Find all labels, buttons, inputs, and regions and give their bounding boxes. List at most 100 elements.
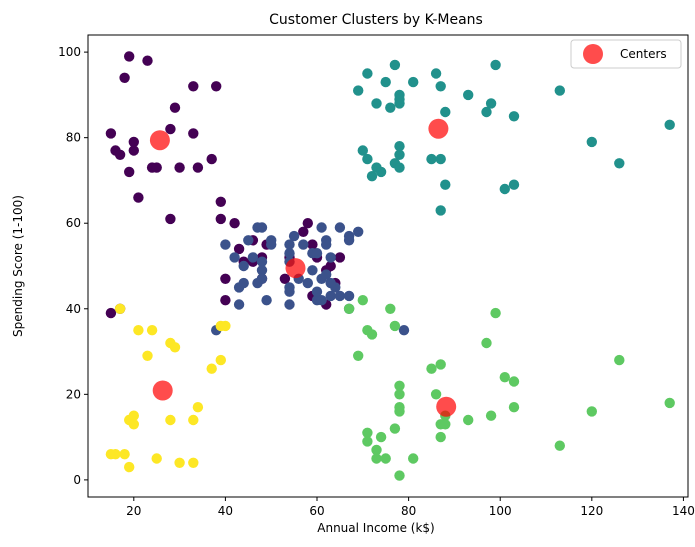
y-tick-label: 60	[66, 216, 81, 230]
data-point-cluster-2	[366, 171, 378, 182]
data-point-cluster-4	[188, 414, 199, 426]
data-point-cluster-0	[124, 51, 135, 62]
data-point-cluster-3	[362, 436, 373, 447]
data-point-cluster-3	[385, 303, 396, 314]
data-point-cluster-2	[385, 102, 396, 113]
cluster-center	[436, 396, 457, 417]
data-point-cluster-1	[343, 235, 355, 246]
data-point-cluster-1	[220, 239, 231, 250]
data-point-cluster-3	[371, 453, 382, 464]
data-point-cluster-2	[490, 59, 501, 71]
data-point-cluster-0	[302, 218, 313, 229]
data-point-cluster-2	[508, 179, 520, 190]
data-point-cluster-2	[440, 179, 451, 190]
cluster-center	[428, 118, 449, 139]
data-point-cluster-1	[307, 265, 318, 276]
x-tick-label: 60	[309, 504, 324, 518]
data-point-cluster-2	[485, 98, 497, 109]
centers-layer	[149, 118, 457, 417]
data-point-cluster-3	[380, 453, 391, 464]
data-point-cluster-1	[353, 226, 364, 237]
data-point-cluster-0	[114, 149, 126, 160]
data-point-cluster-2	[586, 136, 597, 148]
data-point-cluster-2	[362, 68, 373, 79]
data-point-cluster-3	[371, 444, 382, 456]
y-tick-label: 100	[58, 45, 81, 59]
data-point-cluster-1	[284, 299, 295, 310]
data-point-cluster-1	[321, 269, 332, 280]
x-axis-ticks: 20 40 60 80 100 120 140	[126, 497, 695, 518]
data-point-cluster-3	[394, 389, 405, 400]
data-point-cluster-3	[614, 354, 625, 366]
data-point-cluster-0	[229, 218, 240, 229]
data-point-cluster-1	[256, 256, 268, 267]
data-point-cluster-2	[394, 141, 405, 152]
data-point-cluster-1	[284, 286, 295, 297]
data-point-cluster-3	[357, 295, 368, 306]
data-point-cluster-0	[206, 153, 217, 165]
data-point-cluster-4	[128, 419, 139, 430]
data-point-cluster-4	[206, 363, 217, 374]
data-point-cluster-2	[440, 106, 451, 118]
data-point-cluster-0	[192, 162, 204, 173]
data-point-cluster-2	[357, 145, 368, 156]
data-point-cluster-4	[110, 449, 121, 460]
legend-marker-centers	[583, 44, 603, 64]
y-tick-label: 40	[66, 302, 81, 316]
data-point-cluster-1	[302, 277, 313, 289]
data-point-cluster-1	[288, 230, 300, 242]
data-point-cluster-4	[174, 457, 185, 468]
data-point-cluster-0	[105, 128, 117, 139]
data-point-cluster-1	[243, 235, 254, 246]
data-point-cluster-1	[316, 222, 327, 233]
data-point-cluster-3	[394, 380, 405, 391]
data-point-cluster-0	[165, 213, 176, 225]
data-point-cluster-2	[353, 85, 364, 96]
data-point-cluster-2	[481, 106, 492, 118]
data-point-cluster-1	[247, 252, 259, 263]
data-point-cluster-0	[151, 162, 162, 173]
data-point-cluster-1	[343, 290, 355, 302]
data-point-cluster-4	[169, 342, 181, 353]
data-point-cluster-1	[238, 260, 249, 272]
data-point-cluster-2	[554, 85, 565, 96]
data-point-cluster-2	[426, 153, 437, 165]
y-tick-label: 20	[66, 387, 81, 401]
data-point-cluster-0	[220, 295, 231, 306]
data-point-cluster-0	[142, 55, 153, 66]
data-point-cluster-3	[499, 372, 510, 383]
data-point-cluster-2	[499, 183, 510, 195]
data-point-cluster-1	[321, 235, 332, 246]
data-point-cluster-4	[133, 325, 144, 336]
data-point-cluster-1	[325, 252, 336, 263]
data-point-cluster-2	[362, 153, 373, 165]
data-point-cluster-3	[362, 427, 373, 438]
data-point-cluster-3	[508, 402, 520, 413]
data-point-cluster-2	[380, 76, 391, 88]
data-point-cluster-1	[334, 290, 346, 302]
data-point-cluster-2	[463, 89, 474, 101]
data-point-cluster-2	[394, 94, 405, 105]
y-tick-label: 80	[66, 131, 81, 145]
data-point-cluster-3	[463, 414, 474, 426]
data-point-cluster-4	[192, 402, 204, 413]
data-point-cluster-3	[389, 423, 401, 434]
y-axis-label: Spending Score (1-100)	[11, 195, 25, 337]
data-point-cluster-2	[435, 81, 446, 92]
x-tick-label: 100	[489, 504, 512, 518]
data-point-cluster-0	[211, 81, 222, 92]
data-point-cluster-4	[215, 354, 226, 366]
chart-title: Customer Clusters by K-Means	[269, 12, 483, 28]
data-point-cluster-0	[124, 166, 135, 178]
cluster-center	[149, 130, 170, 151]
data-point-cluster-3	[664, 397, 675, 409]
data-point-cluster-2	[394, 149, 405, 160]
x-tick-label: 40	[218, 504, 233, 518]
data-point-cluster-2	[664, 119, 675, 130]
data-point-cluster-0	[307, 239, 318, 250]
data-point-cluster-3	[554, 440, 565, 451]
data-point-cluster-2	[435, 205, 446, 216]
x-axis-label: Annual Income (k$)	[317, 521, 434, 535]
data-point-cluster-4	[128, 410, 139, 421]
